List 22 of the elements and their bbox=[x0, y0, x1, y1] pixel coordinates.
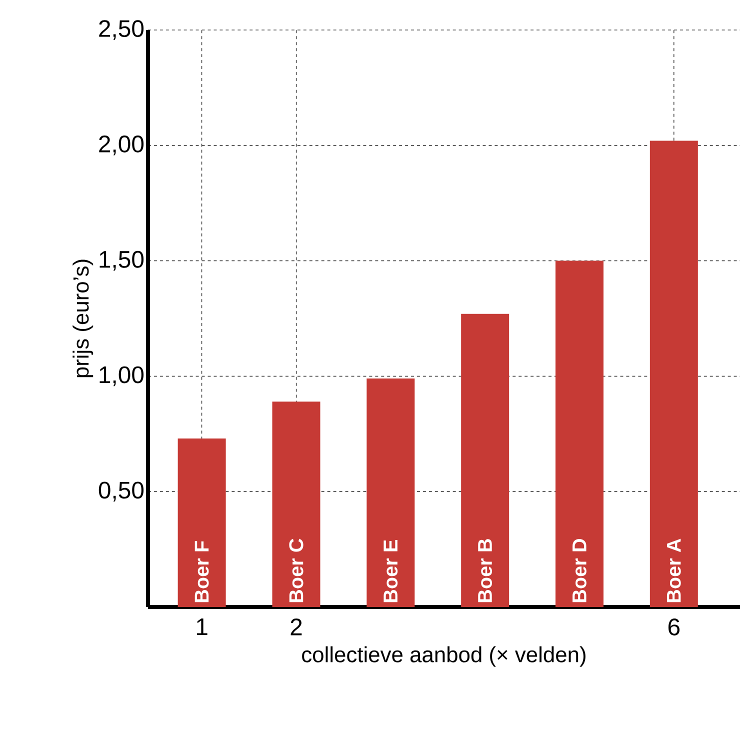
y-tick-label: 1,00 bbox=[100, 366, 144, 386]
bar bbox=[178, 438, 226, 607]
x-tick-label: 2 bbox=[290, 618, 302, 636]
y-tick-label: 2,00 bbox=[99, 136, 144, 156]
bar bbox=[272, 402, 320, 607]
x-axis-title: collectieve aanbod (× velden) bbox=[302, 646, 586, 667]
y-tick-label: 0,50 bbox=[98, 482, 144, 502]
x-tick-label: 6 bbox=[668, 618, 680, 636]
data-label: Boer A bbox=[666, 538, 681, 602]
data-label: Boer C bbox=[289, 538, 304, 602]
x-tick-label: 1 bbox=[197, 618, 208, 635]
bar bbox=[461, 314, 510, 607]
bar bbox=[366, 378, 415, 607]
bar bbox=[555, 260, 604, 607]
y-tick-label: 2,50 bbox=[99, 20, 144, 40]
y-tick-label: 1,50 bbox=[100, 250, 144, 271]
data-label: Boer B bbox=[478, 539, 492, 602]
data-label: Boer D bbox=[572, 539, 586, 602]
y-axis-title: prijs (euro’s) bbox=[72, 260, 94, 378]
data-label: Boer F bbox=[194, 541, 209, 602]
data-label: Boer E bbox=[384, 540, 398, 602]
bar bbox=[650, 140, 698, 607]
